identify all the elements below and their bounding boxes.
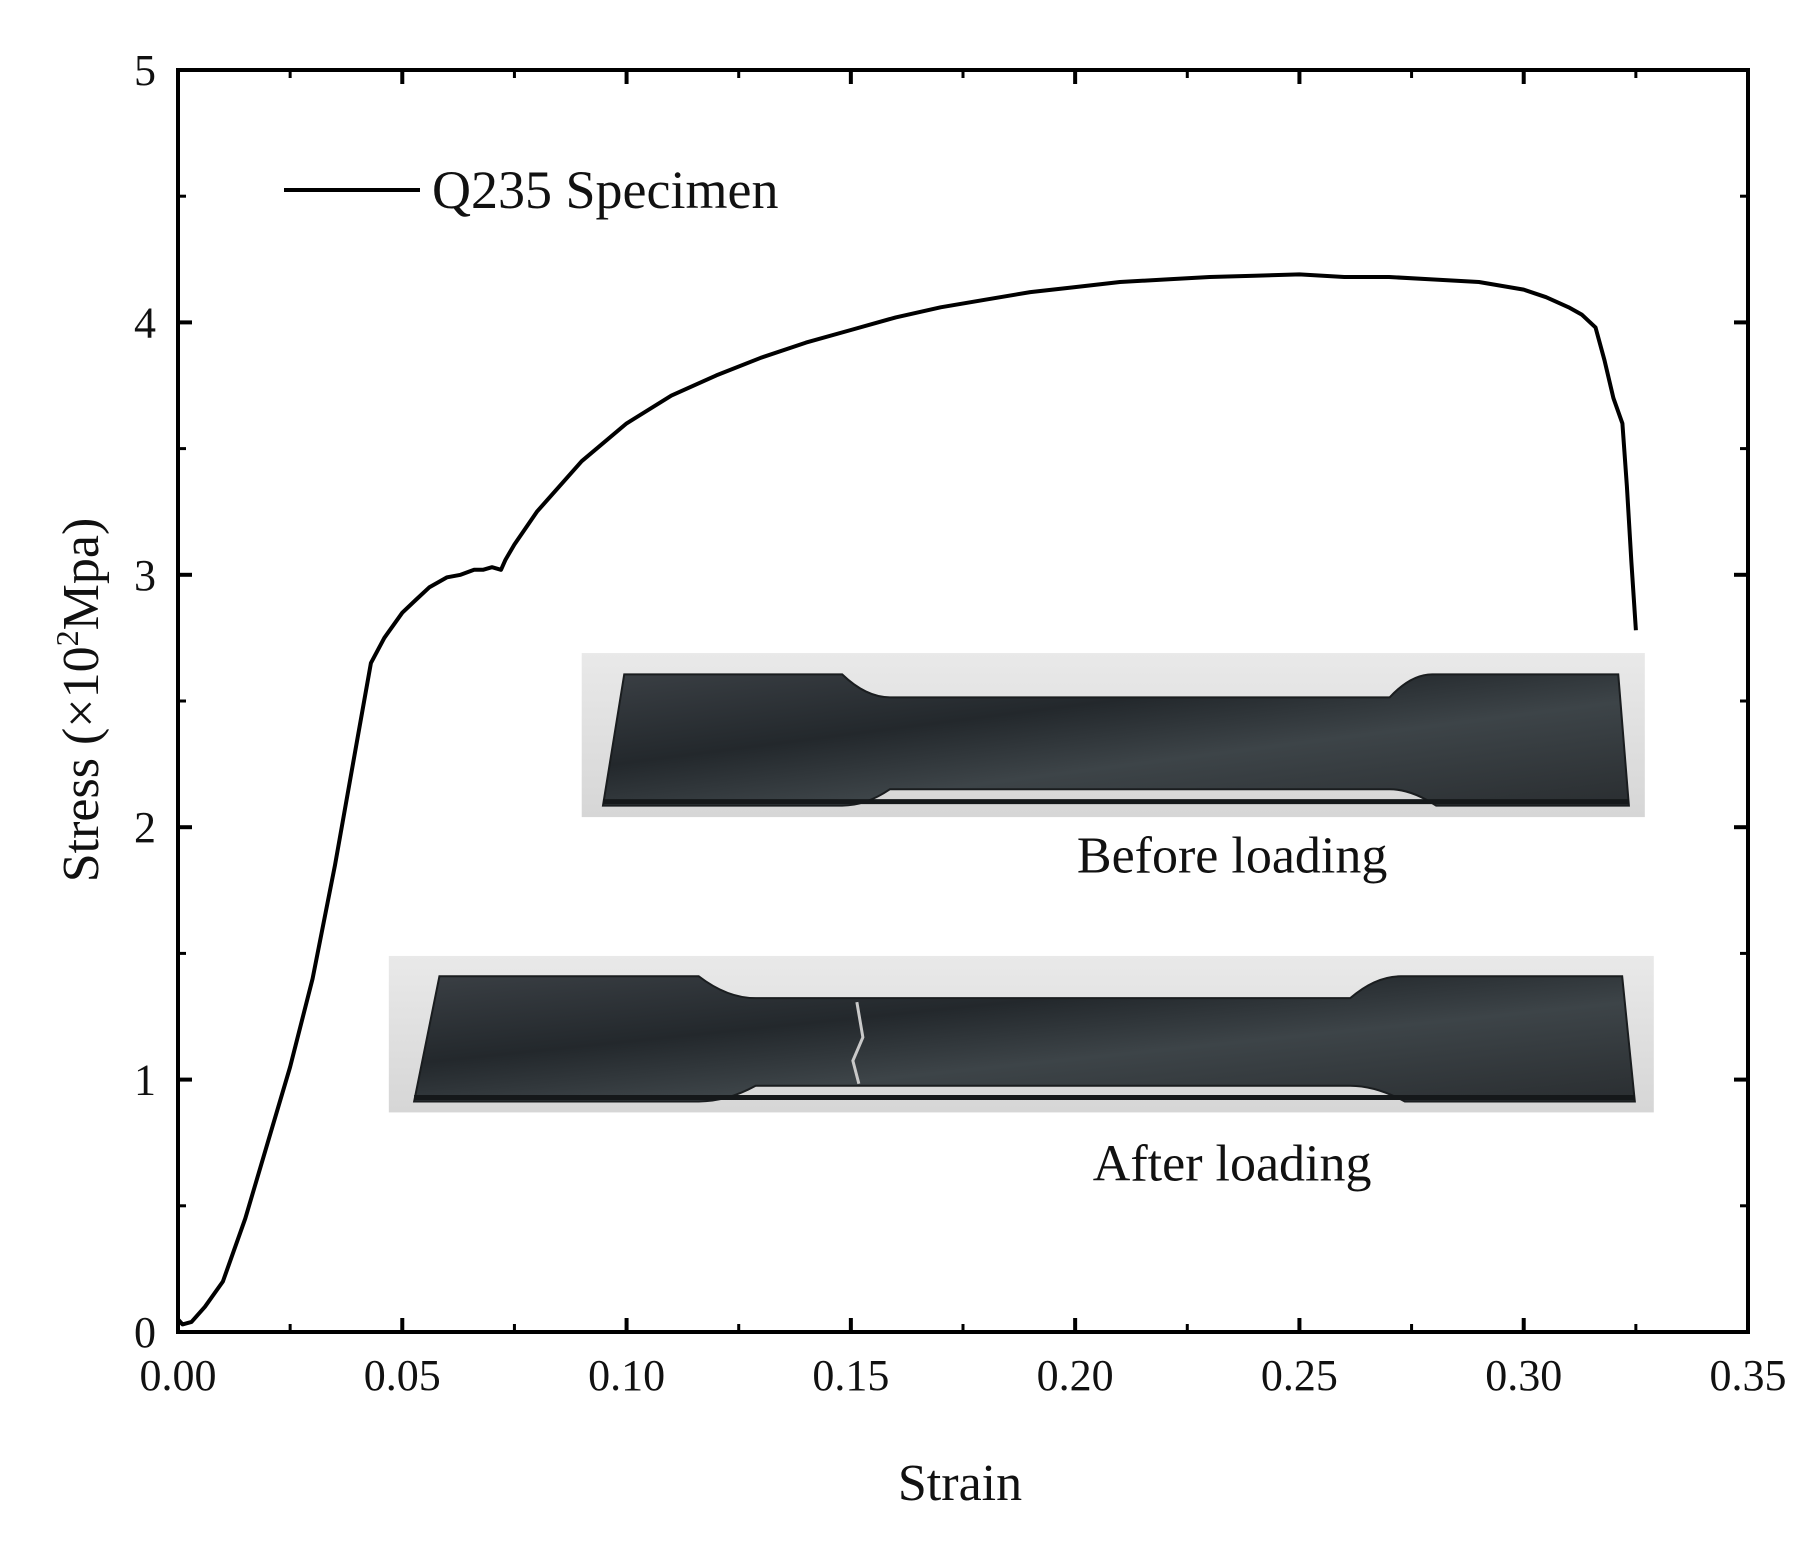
x-axis-title: Strain: [898, 1455, 1022, 1512]
before-loading-photo: [581, 653, 1645, 818]
y-axis-title-prefix: Stress (×10: [53, 646, 110, 882]
y-axis-title-superscript: 2: [49, 630, 85, 646]
y-tick-label: 4: [134, 298, 156, 347]
x-tick-label: 0.25: [1261, 1351, 1338, 1400]
y-tick-label: 1: [134, 1056, 156, 1105]
specimen-photos: [388, 653, 1654, 1113]
fracture-line: [851, 1001, 865, 1085]
legend-label-q235: Q235 Specimen: [432, 160, 778, 220]
x-tick-label: 0.35: [1710, 1351, 1787, 1400]
before-loading-caption: Before loading: [1077, 828, 1387, 885]
y-tick-label: 3: [134, 551, 156, 600]
y-tick-label: 0: [134, 1308, 156, 1357]
legend: Q235 Specimen: [284, 160, 778, 220]
after-loading-photo: [388, 955, 1654, 1113]
y-tick-label: 2: [134, 803, 156, 852]
x-tick-label: 0.10: [588, 1351, 665, 1400]
q235-specimen-curve: [176, 272, 1638, 1327]
x-tick-label: 0.00: [140, 1351, 217, 1400]
y-axis-title-suffix: Mpa): [53, 518, 110, 631]
axis-tick-labels: 0.00 0.05 0.10 0.15 0.20 0.25 0.30 0.35 0 1 2 3 4 5: [134, 46, 1787, 1400]
y-axis-title: Stress (×102Mpa): [49, 518, 110, 883]
after-loading-caption: After loading: [1093, 1136, 1372, 1193]
axis-ticks: [176, 68, 1750, 1334]
x-tick-label: 0.30: [1485, 1351, 1562, 1400]
x-tick-label: 0.15: [812, 1351, 889, 1400]
y-tick-label: 5: [134, 46, 156, 95]
x-tick-label: 0.20: [1037, 1351, 1114, 1400]
x-tick-label: 0.05: [364, 1351, 441, 1400]
